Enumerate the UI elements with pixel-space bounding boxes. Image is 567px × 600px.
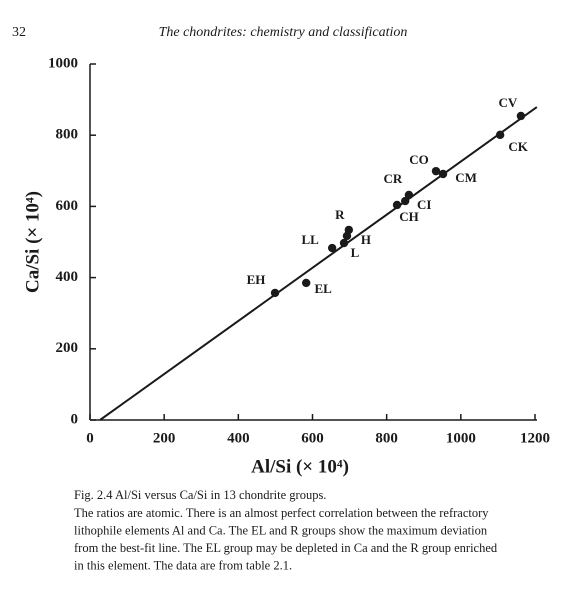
point-label: CR xyxy=(384,171,403,186)
point-label: LL xyxy=(301,232,319,247)
data-point xyxy=(438,169,448,179)
data-point xyxy=(270,288,280,298)
fit-line xyxy=(99,106,538,421)
caption-line: in this element. The data are from table… xyxy=(74,558,292,572)
y-tick-label: 600 xyxy=(56,198,79,214)
x-tick-label: 1000 xyxy=(446,430,476,446)
data-point xyxy=(404,190,414,200)
caption-line: from the best-fit line. The EL group may… xyxy=(74,541,498,555)
point-label: EL xyxy=(315,281,333,296)
x-tick-label: 600 xyxy=(301,430,324,446)
x-axis-title: Al/Si (× 10⁴) xyxy=(251,456,349,477)
caption-line: The ratios are atomic. There is an almos… xyxy=(74,506,489,520)
x-tick-label: 800 xyxy=(375,430,398,446)
data-point xyxy=(401,196,410,206)
y-axis-title: Ca/Si (× 10⁴) xyxy=(22,191,43,293)
caption-line: lithophile elements Al and Ca. The EL an… xyxy=(74,523,488,537)
point-label: CO xyxy=(409,152,429,167)
point-label: EH xyxy=(247,272,266,287)
point-label: CH xyxy=(399,209,419,224)
point-label: CM xyxy=(455,170,477,185)
y-tick-label: 400 xyxy=(56,269,79,285)
data-point xyxy=(301,278,311,288)
x-tick-label: 200 xyxy=(153,430,176,446)
y-tick-label: 200 xyxy=(56,340,79,356)
caption-title: Fig. 2.4 Al/Si versus Ca/Si in 13 chondr… xyxy=(74,488,326,502)
point-label: R xyxy=(335,207,345,222)
data-point xyxy=(344,225,354,235)
x-tick-label: 0 xyxy=(86,430,94,446)
y-tick-label: 1000 xyxy=(48,55,78,71)
point-label: L xyxy=(351,245,360,260)
data-point xyxy=(392,200,402,210)
running-head: The chondrites: chemistry and classifica… xyxy=(159,25,408,40)
data-point xyxy=(495,130,505,140)
point-label: H xyxy=(361,232,371,247)
page-number: 32 xyxy=(12,25,26,40)
data-point xyxy=(431,166,441,176)
data-point xyxy=(516,111,526,121)
data-point xyxy=(327,243,337,253)
point-label: CK xyxy=(508,139,528,154)
x-tick-label: 400 xyxy=(227,430,250,446)
y-tick-label: 800 xyxy=(56,127,79,143)
data-point xyxy=(339,238,349,248)
point-label: CV xyxy=(499,95,518,110)
x-tick-label: 1200 xyxy=(520,430,550,446)
y-tick-label: 0 xyxy=(71,411,79,427)
point-label: CI xyxy=(417,197,431,212)
